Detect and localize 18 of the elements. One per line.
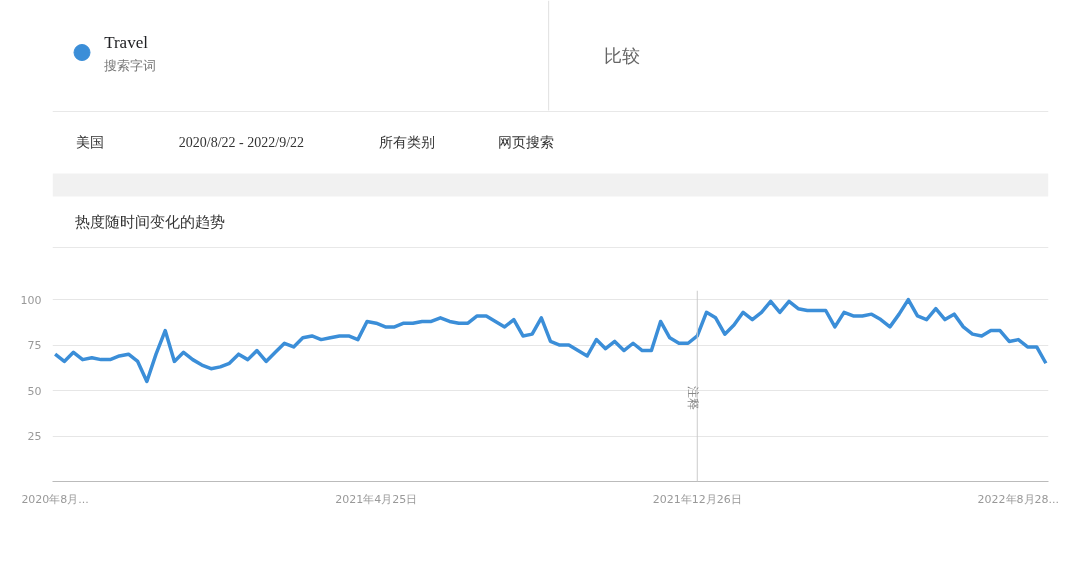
- y-tick-label: 100: [20, 293, 42, 307]
- x-tick-label: 2020年8月...: [21, 492, 89, 506]
- text: 所有类别: [378, 135, 435, 150]
- x-tick-label: 2021年12月26日: [652, 492, 742, 506]
- text: 搜索字词: [104, 58, 157, 73]
- x-tick-label: 2022年8月28...: [977, 492, 1060, 506]
- line-series: [53, 297, 1048, 384]
- text: 2020/8/22 - 2022/9/22: [178, 135, 305, 150]
- chart-title: 热度随时间变化的趋势: [74, 213, 225, 230]
- text: 比较: [603, 45, 640, 66]
- ref-line-label: 注释: [686, 386, 701, 410]
- y-tick-label: 75: [27, 339, 42, 353]
- legend-label: Travel: [104, 33, 149, 52]
- x-tick-label: 2021年4月25日: [335, 492, 418, 506]
- y-tick-label: 25: [27, 430, 42, 444]
- text: 美国: [75, 135, 104, 150]
- text: 网页搜索: [497, 135, 554, 150]
- y-tick-label: 50: [27, 384, 42, 398]
